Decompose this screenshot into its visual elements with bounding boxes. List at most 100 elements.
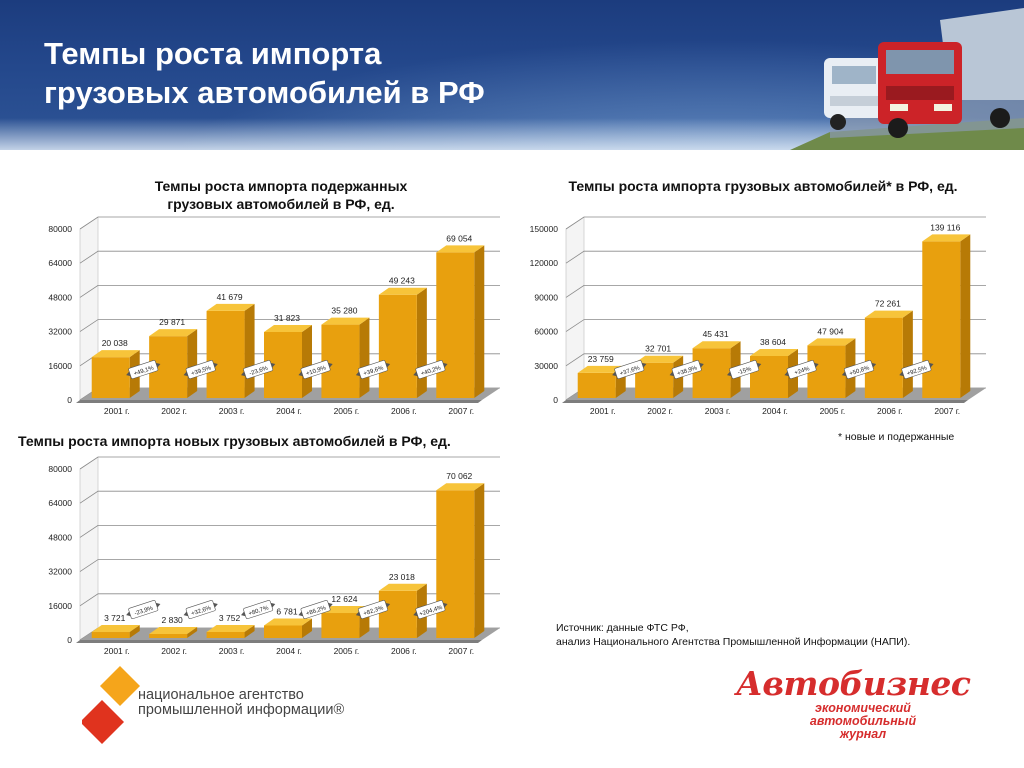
value-label: 3 752 <box>219 613 241 623</box>
bar <box>264 324 312 398</box>
y-tick-label: 0 <box>67 395 72 405</box>
avtobiznes-name: Автобизнес <box>736 664 971 703</box>
value-label: 45 431 <box>703 329 729 339</box>
x-tick-label: 2003 г. <box>219 646 245 656</box>
y-tick-label: 16000 <box>48 361 72 371</box>
x-tick-label: 2004 г. <box>276 406 302 416</box>
source-line-2: анализ Национального Агентства Промышлен… <box>556 636 911 648</box>
gridline <box>565 250 986 264</box>
header-banner: Темпы роста импорта грузовых автомобилей… <box>0 0 1024 150</box>
avtobiznes-subtitle: экономический автомобильный журнал <box>788 702 938 741</box>
bar <box>436 483 485 638</box>
value-label: 35 280 <box>331 306 357 316</box>
growth-badge: +32,6% <box>183 600 218 619</box>
bar <box>321 317 370 398</box>
x-tick-label: 2003 г. <box>219 406 245 416</box>
chart-1-floor-edge <box>76 400 482 403</box>
napi-text-line-2: промышленной информации® <box>138 702 345 718</box>
trucks-illustration <box>790 8 1024 150</box>
x-tick-label: 2005 г. <box>820 406 846 416</box>
y-tick-label: 150000 <box>530 224 559 234</box>
y-tick-label: 48000 <box>48 292 72 302</box>
x-tick-label: 2003 г. <box>705 406 731 416</box>
chart-1-title-line-1: Темпы роста импорта подержанных <box>154 178 408 194</box>
chart-new-trucks: 0 16000 32000 48000 64000 80000 3 721 2001 г. 2 … <box>30 456 520 660</box>
bar <box>149 626 198 638</box>
bar <box>91 625 140 638</box>
value-label: 69 054 <box>446 233 472 243</box>
value-label: 72 261 <box>875 299 901 309</box>
footnote: * новые и подержанные <box>838 431 955 443</box>
gridline <box>79 559 500 572</box>
growth-label: +24% <box>794 366 811 377</box>
chart-2-title-line-1: Темпы роста импорта грузовых автомобилей… <box>568 178 958 194</box>
value-label: 31 823 <box>274 313 300 323</box>
bar <box>206 624 255 638</box>
y-tick-label: 64000 <box>48 258 72 268</box>
value-label: 41 679 <box>217 292 243 302</box>
napi-logo-orange-diamond <box>100 666 140 706</box>
bar <box>922 234 971 398</box>
gridline <box>565 319 986 332</box>
chart-3-title-line-1: Темпы роста импорта новых грузовых автом… <box>18 433 451 449</box>
x-tick-label: 2001 г. <box>590 406 616 416</box>
red-truck-shape <box>878 8 1024 138</box>
gridline <box>79 285 500 298</box>
gridline <box>79 525 500 538</box>
gridline <box>79 250 500 264</box>
value-label: 2 830 <box>162 615 184 625</box>
value-label: 20 038 <box>102 338 128 348</box>
avtobiznes-sub-line-2: автомобильный <box>809 714 917 728</box>
x-tick-label: 2002 г. <box>161 646 187 656</box>
bar <box>436 245 485 398</box>
y-tick-label: 30000 <box>534 361 558 371</box>
chart-used-trucks: 0 16000 32000 48000 64000 80000 20 038 2001 г. 2… <box>30 216 520 420</box>
gridline <box>565 285 986 298</box>
value-label: 49 243 <box>389 276 415 286</box>
source-line-1: Источник: данные ФТС РФ, <box>556 622 689 634</box>
napi-text-line-1: национальное агентство <box>138 687 304 703</box>
growth-badge: -15% <box>727 360 762 379</box>
bar <box>264 618 312 638</box>
value-label: 23 759 <box>588 354 614 364</box>
y-tick-label: 90000 <box>534 292 558 302</box>
chart-3-title: Темпы роста импорта новых грузовых автом… <box>18 432 558 450</box>
growth-badge: -23,9% <box>126 600 161 619</box>
x-tick-label: 2007 г. <box>448 406 474 416</box>
value-label: 6 781 <box>276 607 298 617</box>
bar <box>149 329 198 398</box>
napi-logo-red-diamond <box>82 700 124 744</box>
y-tick-label: 120000 <box>530 258 559 268</box>
chart-all-trucks: 0 30000 60000 90000 120000 150000 23 759 2001 г… <box>516 216 1006 420</box>
y-tick-label: 80000 <box>48 464 72 474</box>
growth-badge: +80,7% <box>241 600 276 619</box>
bar <box>378 287 427 398</box>
growth-badge: -23,6% <box>241 360 276 379</box>
x-tick-label: 2007 г. <box>448 646 474 656</box>
growth-label: -23,9% <box>134 605 155 617</box>
source-note: Источник: данные ФТС РФ, анализ Национал… <box>556 621 910 649</box>
gridline <box>79 490 500 504</box>
x-tick-label: 2006 г. <box>391 646 417 656</box>
y-tick-label: 0 <box>553 395 558 405</box>
y-tick-label: 0 <box>67 635 72 645</box>
y-tick-label: 64000 <box>48 498 72 508</box>
y-tick-label: 16000 <box>48 601 72 611</box>
growth-badge: +38,9% <box>669 360 704 379</box>
bar <box>692 341 741 398</box>
growth-badge: +24% <box>784 360 819 379</box>
bar <box>864 310 913 398</box>
chart-3-svg: 0 16000 32000 48000 64000 80000 3 721 2001 г. 2 … <box>48 456 500 656</box>
gridline <box>79 216 500 230</box>
value-label: 3 721 <box>104 613 126 623</box>
avtobiznes-sub-line-3: журнал <box>839 727 887 741</box>
napi-logo-text: национальное агентство промышленной инфо… <box>138 688 344 718</box>
page-title-line-2: грузовых автомобилей в РФ <box>44 75 485 110</box>
x-tick-label: 2005 г. <box>334 646 360 656</box>
value-label: 70 062 <box>446 471 472 481</box>
page-title-line-1: Темпы роста импорта <box>44 36 382 71</box>
x-tick-label: 2005 г. <box>334 406 360 416</box>
avtobiznes-logo: Автобизнес экономический автомобильный ж… <box>736 664 971 741</box>
value-label: 139 116 <box>930 222 960 232</box>
napi-logo <box>82 666 140 744</box>
